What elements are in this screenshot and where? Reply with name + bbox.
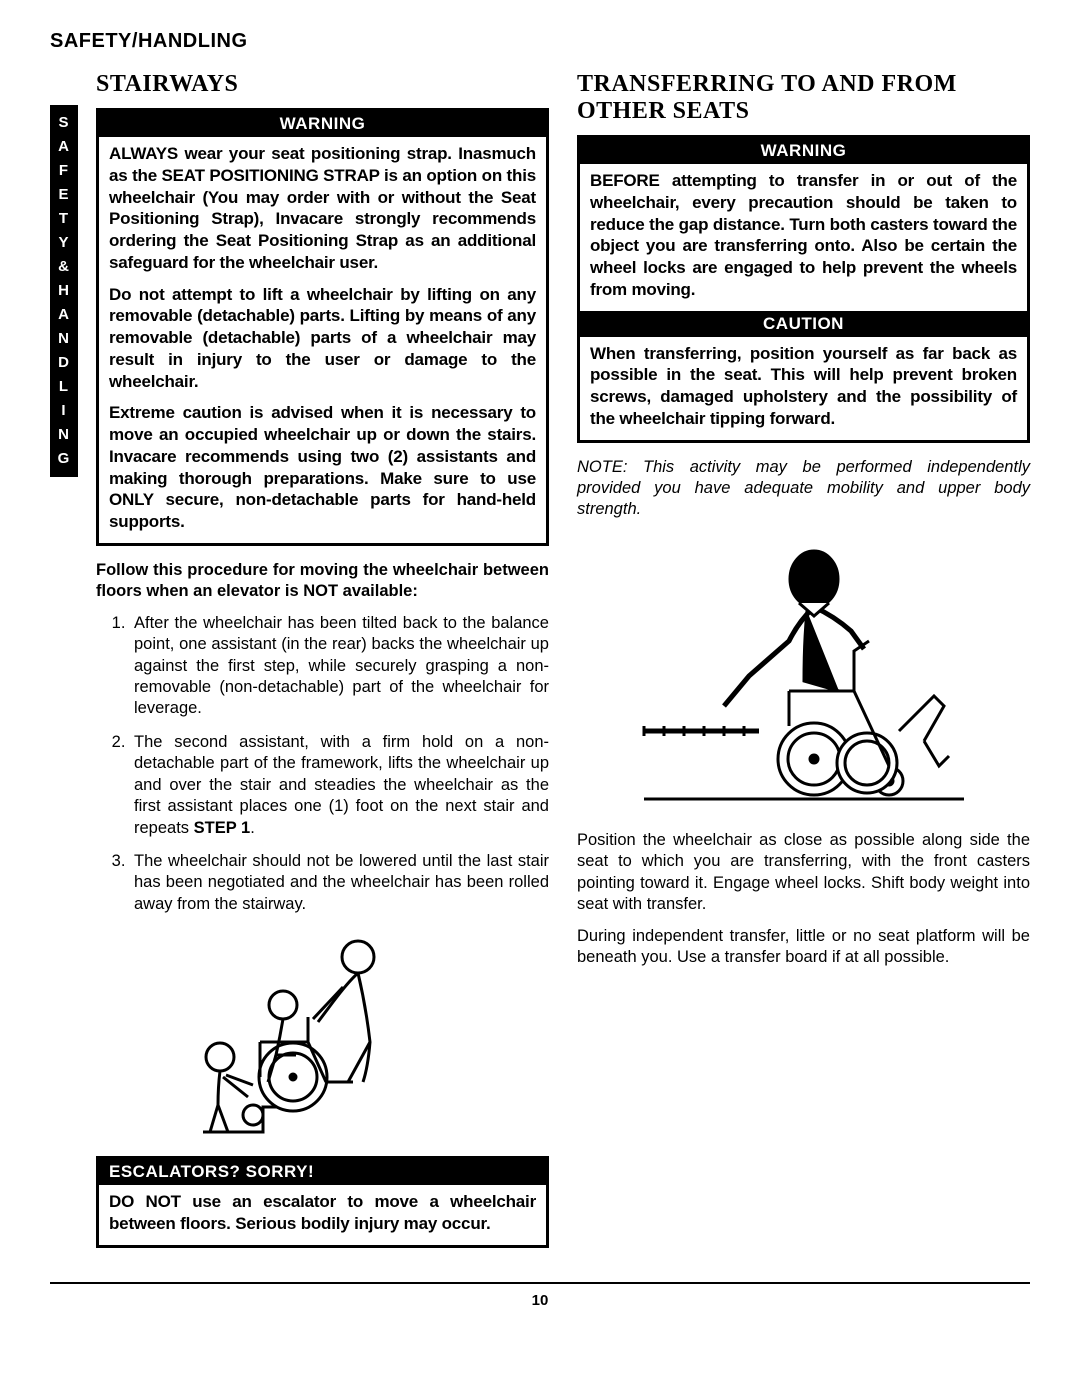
side-tab-letter: A <box>50 303 78 327</box>
transfer-body-2: During independent transfer, little or n… <box>577 926 1030 969</box>
step-3: The wheelchair should not be lowered unt… <box>130 851 549 915</box>
side-tab-letter: G <box>50 447 78 471</box>
stairways-warning-box: WARNING ALWAYS wear your seat positionin… <box>96 108 549 546</box>
stairways-title: STAIRWAYS <box>96 71 549 98</box>
side-tab-letter: N <box>50 327 78 351</box>
columns: STAIRWAYS WARNING ALWAYS wear your seat … <box>96 71 1030 1262</box>
step-1: After the wheelchair has been tilted bac… <box>130 613 549 720</box>
stairway-illustration-icon <box>198 927 448 1137</box>
procedure-steps: After the wheelchair has been tilted bac… <box>96 613 549 916</box>
warning-p3: Extreme caution is advised when it is ne… <box>109 402 536 533</box>
escalator-body: DO NOT use an escalator to move a wheelc… <box>99 1185 546 1245</box>
left-column: STAIRWAYS WARNING ALWAYS wear your seat … <box>96 71 549 1262</box>
side-tab: S A F E T Y & H A N D L I N G <box>50 105 78 477</box>
transfer-warning-body: BEFORE attempting to transfer in or out … <box>580 164 1027 311</box>
side-tab-letter: & <box>50 255 78 279</box>
side-tab-letter: L <box>50 375 78 399</box>
step-ref: STEP 1 <box>194 819 251 837</box>
step-2-end: . <box>250 819 255 837</box>
right-column: TRANSFERRING TO AND FROM OTHER SEATS WAR… <box>577 71 1030 1262</box>
warning-body: ALWAYS wear your seat positioning strap.… <box>99 137 546 543</box>
warning-p1: ALWAYS wear your seat positioning strap.… <box>109 143 536 274</box>
page-number: 10 <box>532 1292 549 1309</box>
side-tab-letter: E <box>50 183 78 207</box>
procedure-intro: Follow this procedure for moving the whe… <box>96 560 549 603</box>
transfer-caution-text: When transferring, position yourself as … <box>590 343 1017 430</box>
side-tab-letter: N <box>50 423 78 447</box>
page-header: SAFETY/HANDLING <box>50 30 1030 53</box>
content-row: S A F E T Y & H A N D L I N G STAIRWAYS … <box>50 71 1030 1262</box>
transfer-body-1: Position the wheelchair as close as poss… <box>577 830 1030 916</box>
transfer-title: TRANSFERRING TO AND FROM OTHER SEATS <box>577 71 1030 125</box>
page-footer: 10 <box>50 1282 1030 1309</box>
side-tab-letter: D <box>50 351 78 375</box>
side-tab-letter: A <box>50 135 78 159</box>
stairway-figure <box>96 927 549 1142</box>
escalator-header: ESCALATORS? SORRY! <box>99 1159 546 1185</box>
warning-p2: Do not attempt to lift a wheelchair by l… <box>109 284 536 393</box>
transfer-illustration-icon <box>639 531 969 811</box>
step-2: The second assistant, with a firm hold o… <box>130 732 549 839</box>
side-tab-letter: S <box>50 111 78 135</box>
warning-header: WARNING <box>99 111 546 137</box>
transfer-warning-caution-box: WARNING BEFORE attempting to transfer in… <box>577 135 1030 443</box>
transfer-caution-body: When transferring, position yourself as … <box>580 337 1027 440</box>
transfer-warning-text: BEFORE attempting to transfer in or out … <box>590 170 1017 301</box>
side-tab-letter: I <box>50 399 78 423</box>
escalator-box: ESCALATORS? SORRY! DO NOT use an escalat… <box>96 1156 549 1248</box>
transfer-warning-header: WARNING <box>580 138 1027 164</box>
side-tab-letter: F <box>50 159 78 183</box>
side-tab-letter: H <box>50 279 78 303</box>
transfer-caution-header: CAUTION <box>580 311 1027 337</box>
side-tab-letter: T <box>50 207 78 231</box>
side-tab-letter: Y <box>50 231 78 255</box>
escalator-text: DO NOT use an escalator to move a wheelc… <box>109 1191 536 1235</box>
transfer-note: NOTE: This activity may be performed ind… <box>577 457 1030 521</box>
transfer-figure <box>577 531 1030 816</box>
